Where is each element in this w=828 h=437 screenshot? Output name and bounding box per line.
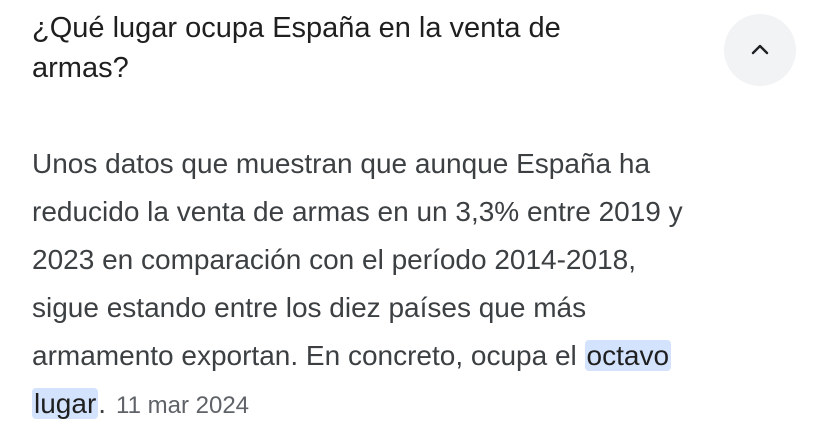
question-line: armas? [32, 52, 129, 84]
date: 11 mar 2024 [116, 392, 250, 419]
answer-line: Unos datos que muestran que aunque Españ… [32, 148, 651, 179]
collapse-button[interactable] [724, 14, 796, 86]
question-line: ¿Qué lugar ocupa España en la venta de [32, 12, 561, 44]
question: ¿Qué lugar ocupa España en la venta de a… [32, 8, 692, 88]
answer-line: reducido la venta de armas en un 3,3% en… [32, 196, 683, 227]
answer: Unos datos que muestran que aunque Españ… [32, 140, 812, 430]
highlight: octavo [584, 340, 672, 371]
chevron-up-icon [751, 44, 769, 55]
highlight: lugar [32, 388, 99, 419]
answer-line: armamento exportan. En concreto, ocupa e… [32, 340, 577, 371]
answer-line: sigue estando entre los diez países que … [32, 292, 587, 323]
answer-end: . [98, 388, 107, 419]
answer-line: 2023 en comparación con el período 2014-… [32, 244, 636, 275]
